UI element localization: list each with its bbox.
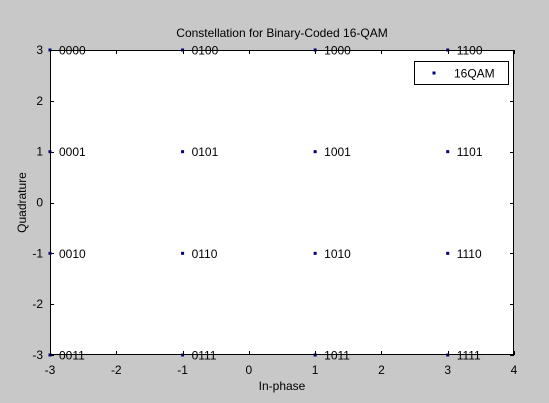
y-tick-label: 1: [36, 145, 43, 159]
chart-title: Constellation for Binary-Coded 16-QAM: [176, 26, 387, 40]
x-tick-label: -2: [111, 363, 122, 377]
x-tick-label: 4: [511, 363, 518, 377]
legend[interactable]: 16QAM: [414, 61, 509, 85]
point-label: 0010: [59, 247, 86, 261]
point-label: 1011: [324, 349, 350, 363]
x-tick-label: 3: [444, 363, 451, 377]
y-tick-label: -3: [32, 348, 43, 362]
x-tick-label: -1: [177, 363, 188, 377]
y-tick-label: -2: [32, 297, 43, 311]
x-axis-label: In-phase: [259, 379, 306, 393]
point-label: 0101: [192, 145, 219, 159]
x-tick-label: 0: [246, 363, 253, 377]
legend-entry-16qam: 16QAM: [454, 67, 495, 81]
data-point: [446, 150, 450, 154]
point-label: 0111: [192, 349, 217, 363]
legend-box: [414, 61, 509, 85]
plot-area: [50, 50, 514, 355]
y-tick-label: -1: [32, 246, 43, 260]
y-tick-label: 3: [36, 43, 43, 57]
data-point: [181, 251, 185, 255]
y-axis-label: Quadrature: [15, 172, 29, 233]
y-tick-labels: -3 -2 -1 0 1 2 3: [32, 43, 43, 362]
x-tick-labels: -3 -2 -1 0 1 2 3 4: [45, 363, 518, 377]
plot-frame: [50, 50, 514, 355]
x-tick-label: -3: [45, 363, 56, 377]
point-label: 0011: [59, 349, 85, 363]
point-label: 1101: [457, 145, 483, 159]
data-point: [181, 150, 185, 154]
data-point: [313, 150, 317, 154]
point-label: 0001: [59, 145, 86, 159]
x-tick-label: 1: [312, 363, 319, 377]
y-tick-label: 0: [36, 196, 43, 210]
point-labels: 0000000100100011010001010110011110001001…: [59, 44, 483, 363]
point-label: 1010: [324, 247, 351, 261]
legend-marker: [432, 71, 436, 75]
data-point: [313, 251, 317, 255]
data-point: [446, 251, 450, 255]
point-label: 1111: [457, 349, 481, 363]
y-tick-label: 2: [36, 94, 43, 108]
x-tick-label: 2: [378, 363, 385, 377]
point-label: 1110: [457, 247, 482, 261]
point-label: 0110: [192, 247, 218, 261]
point-label: 1001: [324, 145, 351, 159]
